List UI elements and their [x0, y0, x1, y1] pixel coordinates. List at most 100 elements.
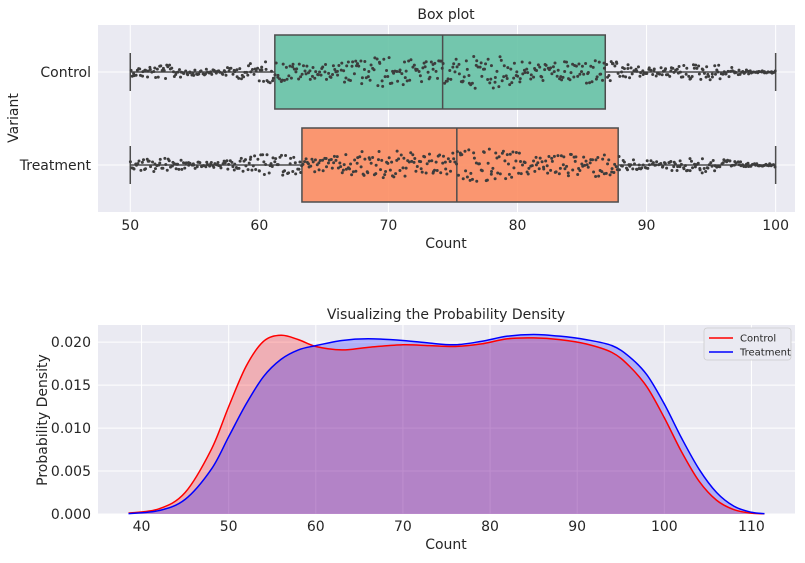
swarm-point — [669, 159, 673, 163]
swarm-point — [449, 169, 453, 173]
swarm-point — [250, 168, 254, 172]
swarm-point — [221, 72, 225, 76]
swarm-point — [455, 162, 459, 166]
swarm-point — [582, 72, 586, 76]
swarm-point — [224, 73, 228, 77]
swarm-point — [542, 167, 546, 171]
swarm-point — [622, 67, 626, 71]
swarm-point — [601, 157, 605, 161]
swarm-point — [209, 160, 213, 164]
swarm-point — [710, 72, 714, 76]
swarm-point — [574, 155, 578, 159]
swarm-point — [565, 164, 569, 168]
swarm-point — [344, 167, 348, 171]
swarm-point — [273, 160, 277, 164]
swarm-point — [363, 59, 367, 63]
swarm-point — [352, 72, 356, 76]
swarm-point — [582, 155, 586, 159]
swarm-point — [519, 172, 523, 176]
density-x-tick-label: 70 — [394, 519, 412, 535]
swarm-point — [614, 165, 618, 169]
swarm-point — [387, 156, 391, 160]
swarm-point — [313, 76, 317, 80]
swarm-point — [529, 73, 533, 77]
swarm-point — [152, 70, 156, 74]
swarm-point — [276, 73, 280, 77]
swarm-point — [566, 171, 570, 175]
swarm-point — [440, 66, 444, 70]
swarm-point — [206, 163, 210, 167]
swarm-point — [304, 157, 308, 161]
swarm-point — [483, 67, 487, 71]
swarm-point — [461, 79, 465, 83]
swarm-point — [700, 171, 704, 175]
swarm-point — [417, 69, 421, 73]
swarm-point — [510, 81, 514, 85]
swarm-point — [532, 75, 536, 79]
swarm-point — [308, 77, 312, 81]
swarm-point — [708, 78, 712, 82]
swarm-point — [517, 171, 521, 175]
swarm-point — [403, 60, 407, 64]
swarm-point — [508, 83, 512, 87]
swarm-point — [566, 174, 570, 178]
swarm-point — [138, 67, 142, 71]
swarm-point — [736, 160, 740, 164]
swarm-point — [366, 75, 370, 79]
swarm-point — [226, 167, 230, 171]
swarm-point — [360, 76, 364, 80]
swarm-point — [600, 170, 604, 174]
swarm-point — [606, 162, 610, 166]
swarm-point — [489, 77, 493, 81]
swarm-point — [401, 166, 405, 170]
swarm-point — [192, 73, 196, 77]
swarm-point — [177, 167, 181, 171]
swarm-point — [507, 172, 511, 176]
swarm-point — [351, 60, 355, 64]
swarm-point — [658, 72, 662, 76]
swarm-point — [390, 81, 394, 85]
swarm-point — [671, 66, 675, 70]
swarm-point — [685, 66, 689, 70]
swarm-point — [318, 70, 322, 74]
swarm-point — [153, 66, 157, 70]
swarm-point — [467, 148, 471, 152]
swarm-point — [159, 64, 163, 68]
swarm-point — [550, 72, 554, 76]
swarm-point — [562, 155, 566, 159]
swarm-point — [602, 153, 606, 157]
swarm-point — [257, 79, 261, 83]
swarm-point — [199, 69, 203, 73]
swarm-point — [563, 167, 567, 171]
swarm-point — [744, 165, 748, 169]
swarm-point — [298, 160, 302, 164]
swarm-point — [467, 73, 471, 77]
swarm-point — [454, 57, 458, 61]
swarm-point — [203, 72, 207, 76]
swarm-point — [289, 156, 293, 160]
swarm-point — [445, 172, 449, 176]
swarm-point — [336, 73, 340, 77]
swarm-point — [452, 62, 456, 66]
swarm-point — [536, 161, 540, 165]
swarm-point — [428, 152, 432, 156]
swarm-point — [368, 78, 372, 82]
swarm-point — [288, 64, 292, 68]
swarm-point — [293, 161, 297, 165]
swarm-point — [348, 79, 352, 83]
swarm-point — [276, 163, 280, 167]
swarm-point — [313, 170, 317, 174]
swarm-point — [340, 171, 344, 175]
swarm-point — [480, 169, 484, 173]
swarm-point — [594, 158, 598, 162]
boxplot-y-ticks: Control Treatment — [19, 65, 92, 174]
swarm-point — [412, 63, 416, 67]
swarm-point — [541, 79, 545, 83]
density-line-control — [128, 334, 765, 515]
swarm-point — [488, 81, 492, 85]
swarm-point — [237, 166, 241, 170]
swarm-point — [493, 75, 497, 79]
swarm-point — [498, 172, 502, 176]
swarm-point — [289, 76, 293, 80]
swarm-point — [613, 162, 617, 166]
